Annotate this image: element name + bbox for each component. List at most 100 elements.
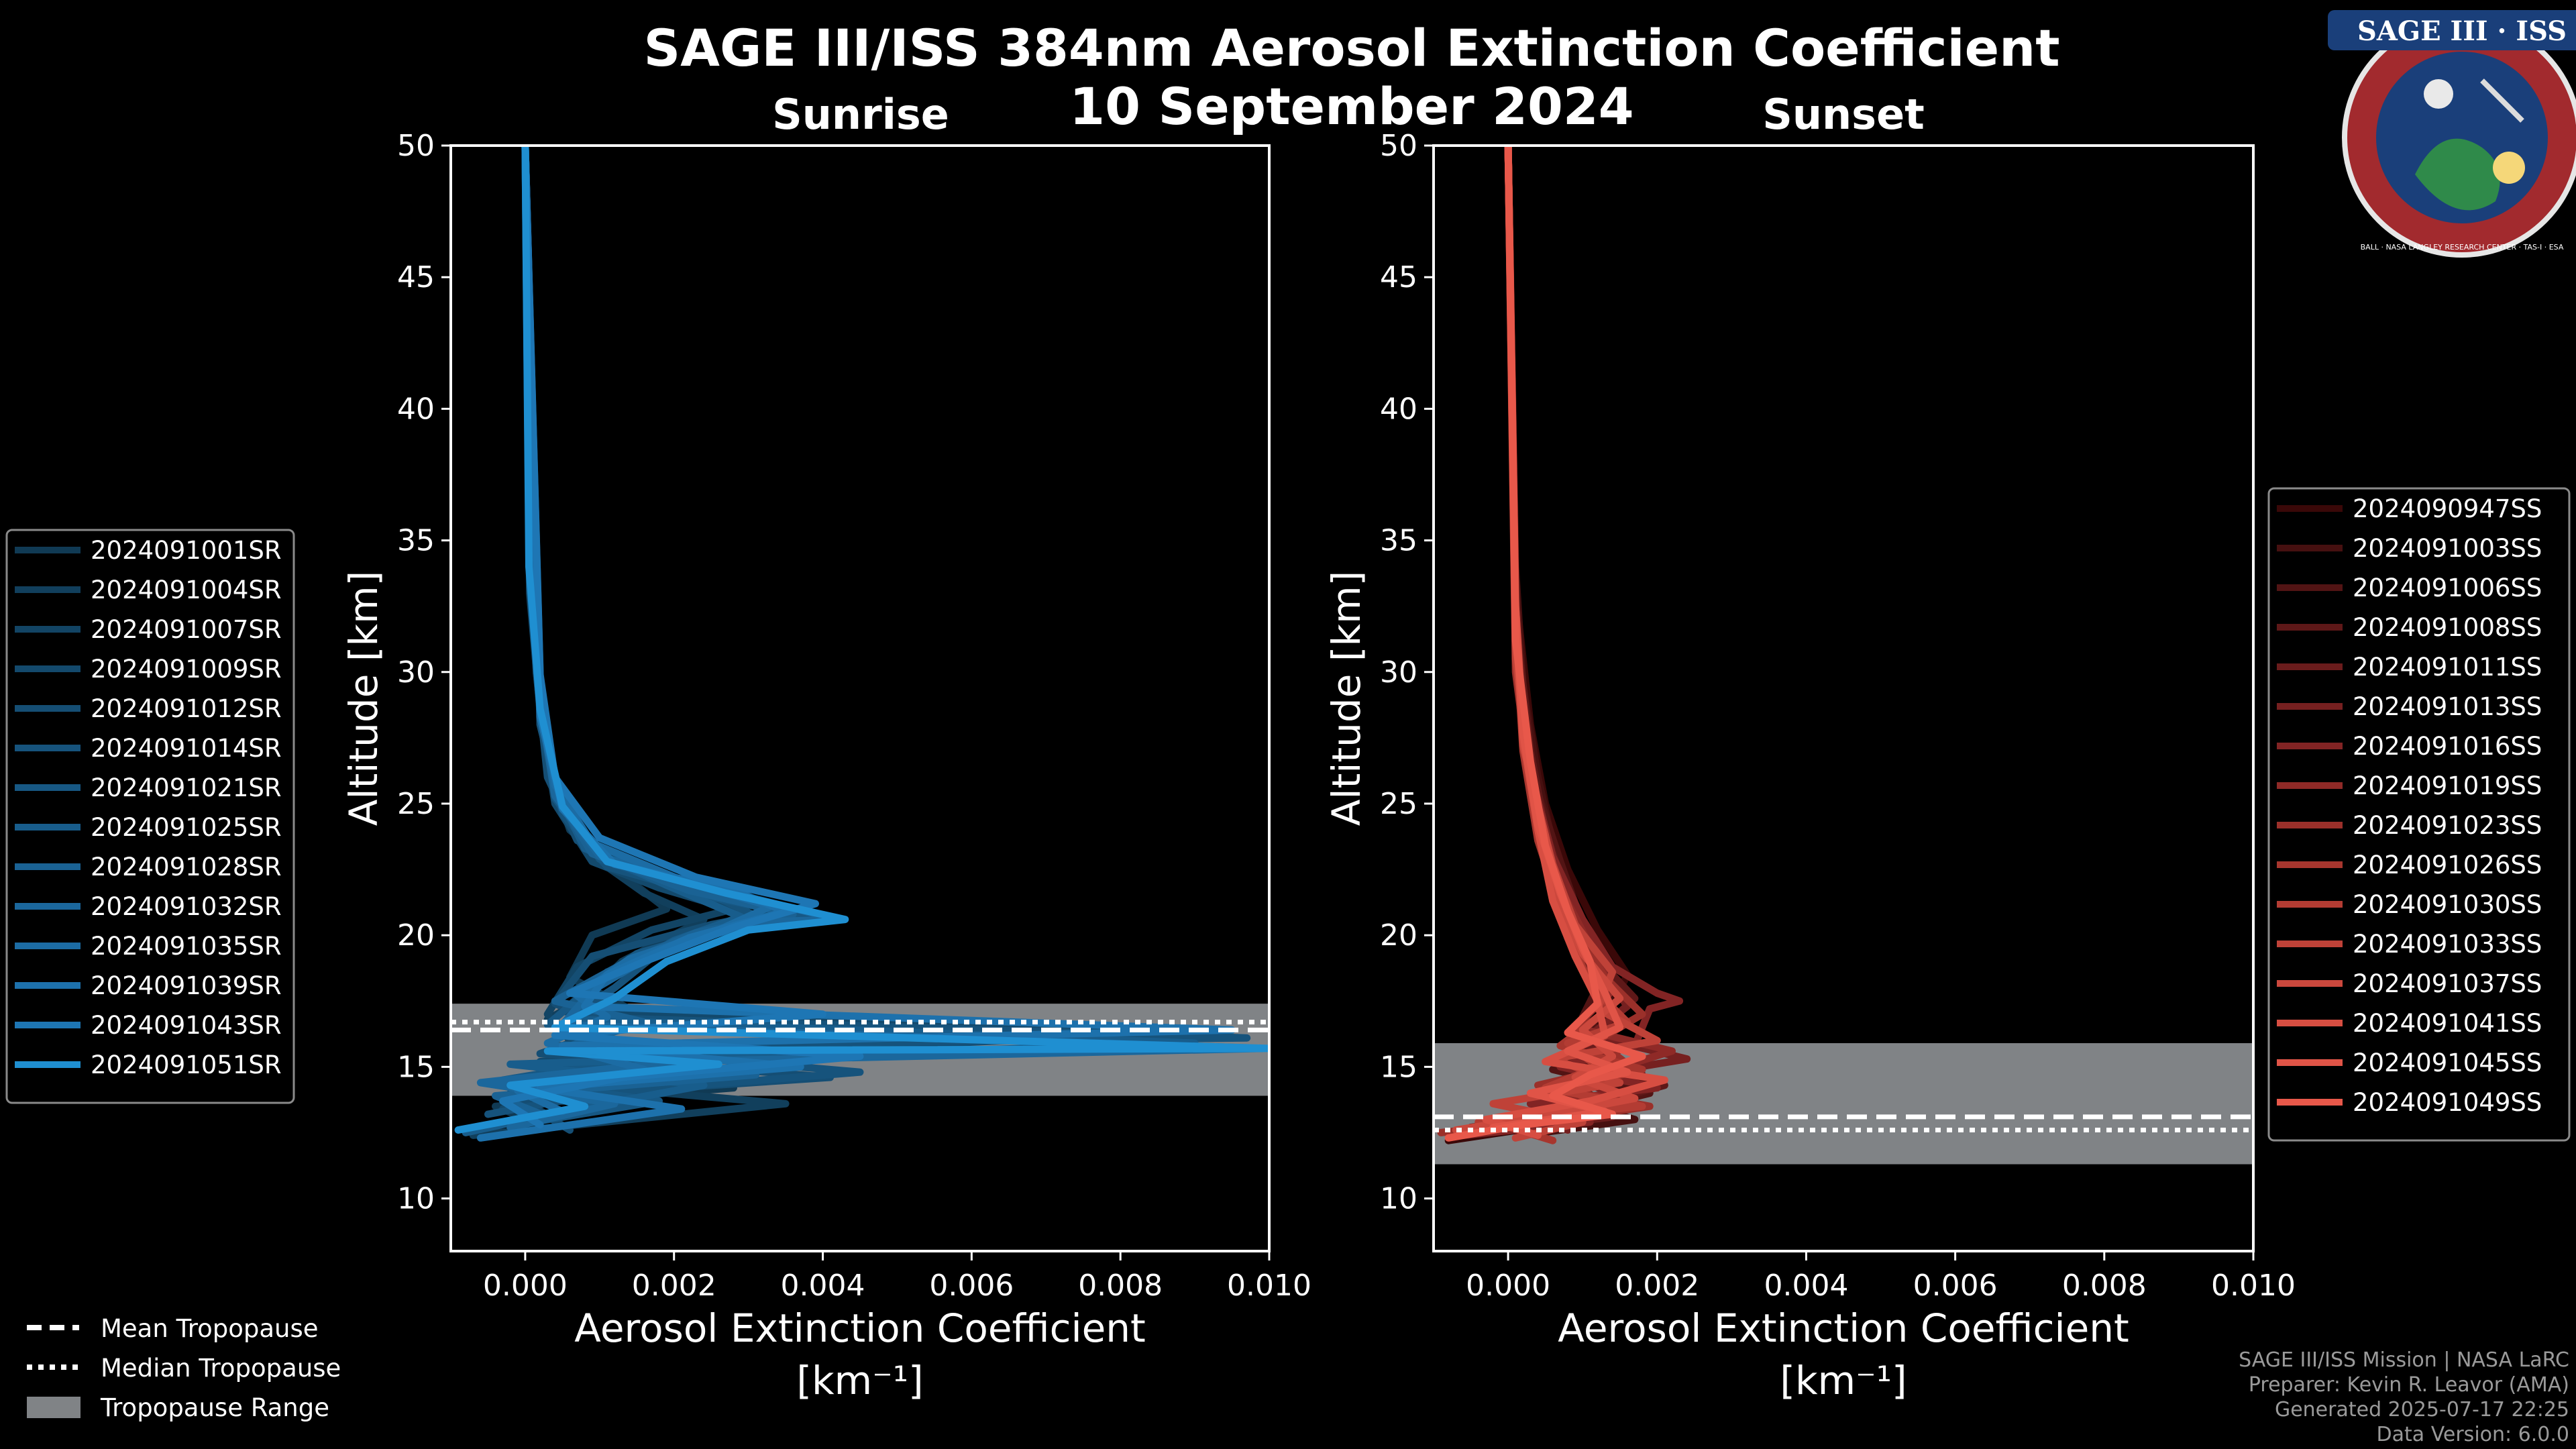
- y-tick-label: 50: [397, 129, 435, 163]
- x-tick-label: 0.010: [1227, 1269, 1311, 1303]
- legend-label: 2024090947SS: [2353, 494, 2542, 523]
- legend-label: 2024091030SS: [2353, 890, 2542, 919]
- plot-frame: [449, 144, 1271, 1252]
- figure-title: SAGE III/ISS 384nm Aerosol Extinction Co…: [643, 18, 2059, 78]
- tropopause-legend: Mean Tropopause Median Tropopause Tropop…: [27, 1314, 341, 1422]
- legend-frame: [2267, 487, 2571, 1142]
- legend-label: 2024091004SR: [91, 576, 282, 604]
- legend-label: 2024091021SR: [91, 773, 282, 802]
- y-tick-label: 40: [1380, 392, 1417, 426]
- tropopause-range-swatch: [27, 1397, 80, 1418]
- x-axis-units: [km⁻¹]: [1780, 1358, 1907, 1403]
- x-tick-label: 0.010: [2211, 1269, 2296, 1303]
- legend-label: 2024091006SS: [2353, 574, 2542, 602]
- x-tick-label: 0.006: [1913, 1269, 1998, 1303]
- y-tick-label: 25: [1380, 787, 1417, 821]
- x-tick-label: 0.008: [2062, 1269, 2147, 1303]
- legend-label: 2024091039SR: [91, 971, 282, 1000]
- x-tick-label: 0.004: [781, 1269, 865, 1303]
- panel-title: Sunset: [1762, 90, 1925, 139]
- y-tick-label: 35: [397, 524, 435, 558]
- credits: SAGE III/ISS Mission | NASA LaRC Prepare…: [2239, 1348, 2569, 1446]
- y-tick-label: 45: [397, 260, 435, 294]
- credit-line-2: Preparer: Kevin R. Leavor (AMA): [2249, 1373, 2569, 1397]
- y-tick-label: 40: [397, 392, 435, 426]
- y-axis-label: Altitude [km]: [341, 571, 386, 826]
- y-tick-label: 35: [1380, 524, 1417, 558]
- y-axis-label: Altitude [km]: [1324, 571, 1369, 826]
- x-tick-label: 0.000: [483, 1269, 568, 1303]
- logo-text: SAGE III · ISS: [2357, 15, 2567, 47]
- legend-label: 2024091041SS: [2353, 1009, 2542, 1038]
- legend-label: 2024091023SS: [2353, 811, 2542, 840]
- legend-label: 2024091019SS: [2353, 771, 2542, 800]
- median-tropopause-label: Median Tropopause: [101, 1354, 341, 1383]
- plot-content: [451, 146, 1269, 1142]
- y-tick-label: 15: [397, 1050, 435, 1084]
- legend-label: 2024091025SR: [91, 813, 282, 842]
- y-tick-label: 20: [397, 918, 435, 953]
- panel-title: Sunrise: [772, 90, 949, 139]
- legend-label: 2024091035SR: [91, 932, 282, 961]
- legend-label: 2024091032SR: [91, 892, 282, 921]
- legend-label: 2024091007SR: [91, 615, 282, 644]
- panel-sunset: 10 15 20 25 30 35 40 45 50 0.000 0.002 0.004 0.006 0.…: [1324, 90, 2296, 1403]
- x-axis-label: Aerosol Extinction Coefficient: [1558, 1305, 2129, 1351]
- x-tick-label: 0.002: [1615, 1269, 1699, 1303]
- legend-label: 2024091014SR: [91, 734, 282, 763]
- x-tick-label: 0.006: [929, 1269, 1014, 1303]
- tropopause-range-label: Tropopause Range: [100, 1393, 329, 1422]
- logo-banner: [2328, 10, 2576, 50]
- plot-content: [1434, 146, 2253, 1165]
- y-tick-label: 25: [397, 787, 435, 821]
- legend-label: 2024091003SS: [2353, 534, 2542, 563]
- legend-label: 2024091001SR: [91, 536, 282, 565]
- y-tick-label: 10: [1380, 1182, 1417, 1216]
- x-tick-label: 0.004: [1764, 1269, 1848, 1303]
- credit-line-3: Generated 2025-07-17 22:25: [2275, 1398, 2569, 1421]
- credit-line-4: Data Version: 6.0.0: [2377, 1423, 2569, 1446]
- logo-ring-text: BALL · NASA LANGLEY RESEARCH CENTER · TA…: [2361, 243, 2564, 252]
- x-tick-label: 0.002: [632, 1269, 716, 1303]
- y-tick-label: 30: [397, 655, 435, 690]
- sage-iss-logo: SAGE III · ISS BALL · NASA LANGLEY RESEA…: [2328, 10, 2576, 258]
- y-tick-label: 15: [1380, 1050, 1417, 1084]
- legend-sunset: 2024090947SS 2024091003SS 2024091006SS 2024…: [2267, 487, 2571, 1142]
- legend-label: 2024091037SS: [2353, 969, 2542, 998]
- legend-label: 2024091043SR: [91, 1011, 282, 1040]
- legend-label: 2024091051SR: [91, 1051, 282, 1079]
- x-tick-label: 0.000: [1466, 1269, 1550, 1303]
- legend-label: 2024091009SR: [91, 655, 282, 684]
- logo-moon: [2424, 79, 2453, 109]
- logo-sun: [2493, 152, 2525, 184]
- series-line-2024091049SS: [1444, 146, 1646, 1142]
- legend-label: 2024091028SR: [91, 853, 282, 881]
- panel-sunrise: 10 15 20 25 30 35 40 45 50 0.000 0.002 0.004 0.006 0.…: [341, 90, 1311, 1403]
- y-tick-label: 10: [397, 1182, 435, 1216]
- y-tick-label: 45: [1380, 260, 1417, 294]
- x-axis-label: Aerosol Extinction Coefficient: [574, 1305, 1146, 1351]
- figure-date: 10 September 2024: [1069, 76, 1633, 136]
- legend-label: 2024091045SS: [2353, 1049, 2542, 1077]
- series-line-2024091051SR: [454, 146, 1269, 1134]
- legend-label: 2024091033SS: [2353, 930, 2542, 959]
- legend-label: 2024091026SS: [2353, 851, 2542, 879]
- series-line-2024091045SS: [1489, 146, 1631, 1132]
- credit-line-1: SAGE III/ISS Mission | NASA LaRC: [2239, 1348, 2569, 1372]
- legend-label: 2024091013SS: [2353, 692, 2542, 721]
- logo-earth-land: [2415, 138, 2500, 211]
- legend-label: 2024091011SS: [2353, 653, 2542, 682]
- x-tick-label: 0.008: [1078, 1269, 1163, 1303]
- legend-label: 2024091049SS: [2353, 1088, 2542, 1117]
- legend-label: 2024091012SR: [91, 694, 282, 723]
- legend-label: 2024091008SS: [2353, 613, 2542, 642]
- plot-frame: [1432, 144, 2255, 1252]
- legend-label: 2024091016SS: [2353, 732, 2542, 761]
- mean-tropopause-label: Mean Tropopause: [101, 1314, 319, 1343]
- y-tick-label: 50: [1380, 129, 1417, 163]
- legend-frame: [5, 529, 295, 1104]
- legend-sunrise: 2024091001SR 2024091004SR 2024091007SR 2024…: [5, 529, 295, 1104]
- y-tick-label: 20: [1380, 918, 1417, 953]
- logo-station: [2480, 78, 2524, 123]
